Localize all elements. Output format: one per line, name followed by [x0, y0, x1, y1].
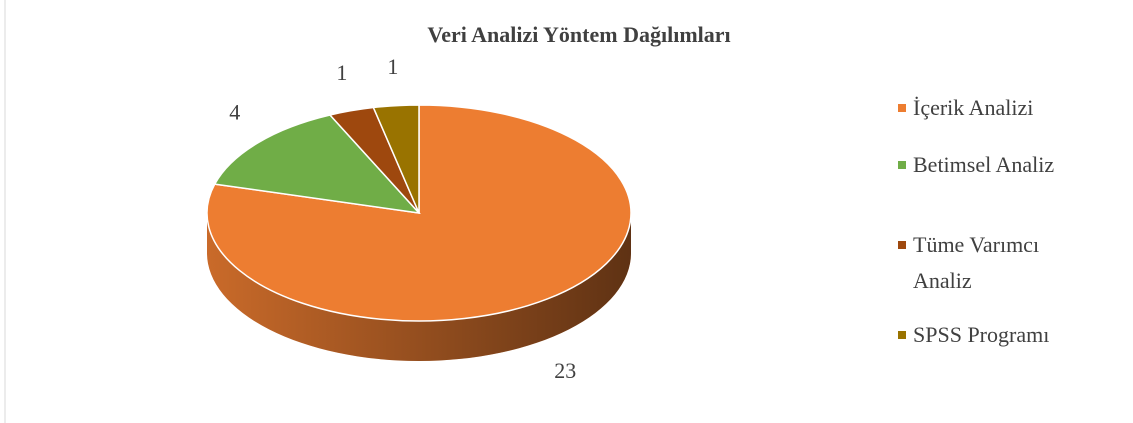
slice-side-shade — [207, 213, 631, 361]
slice — [213, 114, 421, 215]
data-label: 23 — [554, 358, 576, 383]
legend-label: İçerik Analizi — [913, 95, 1034, 120]
legend-label: Tüme Varımcı Analiz — [913, 232, 1040, 293]
legend-swatch — [898, 331, 906, 339]
legend-swatch — [898, 241, 906, 249]
legend-item: Tüme Varımcı Analiz — [898, 227, 1088, 299]
data-label: 1 — [387, 54, 398, 79]
data-label: 1 — [336, 60, 347, 85]
data-label: 4 — [229, 100, 240, 125]
slice — [372, 104, 420, 214]
legend-item: İçerik Analizi — [898, 90, 1088, 126]
legend-label: SPSS Programı — [913, 322, 1050, 347]
legend-item: Betimsel Analiz — [898, 147, 1088, 183]
legend-label: Betimsel Analiz — [913, 152, 1055, 177]
legend-item: SPSS Programı — [898, 317, 1088, 353]
legend-swatch — [898, 104, 906, 112]
legend-swatch — [898, 161, 906, 169]
slice — [206, 104, 632, 322]
chart-title: Veri Analizi Yöntem Dağılımları — [427, 22, 730, 47]
